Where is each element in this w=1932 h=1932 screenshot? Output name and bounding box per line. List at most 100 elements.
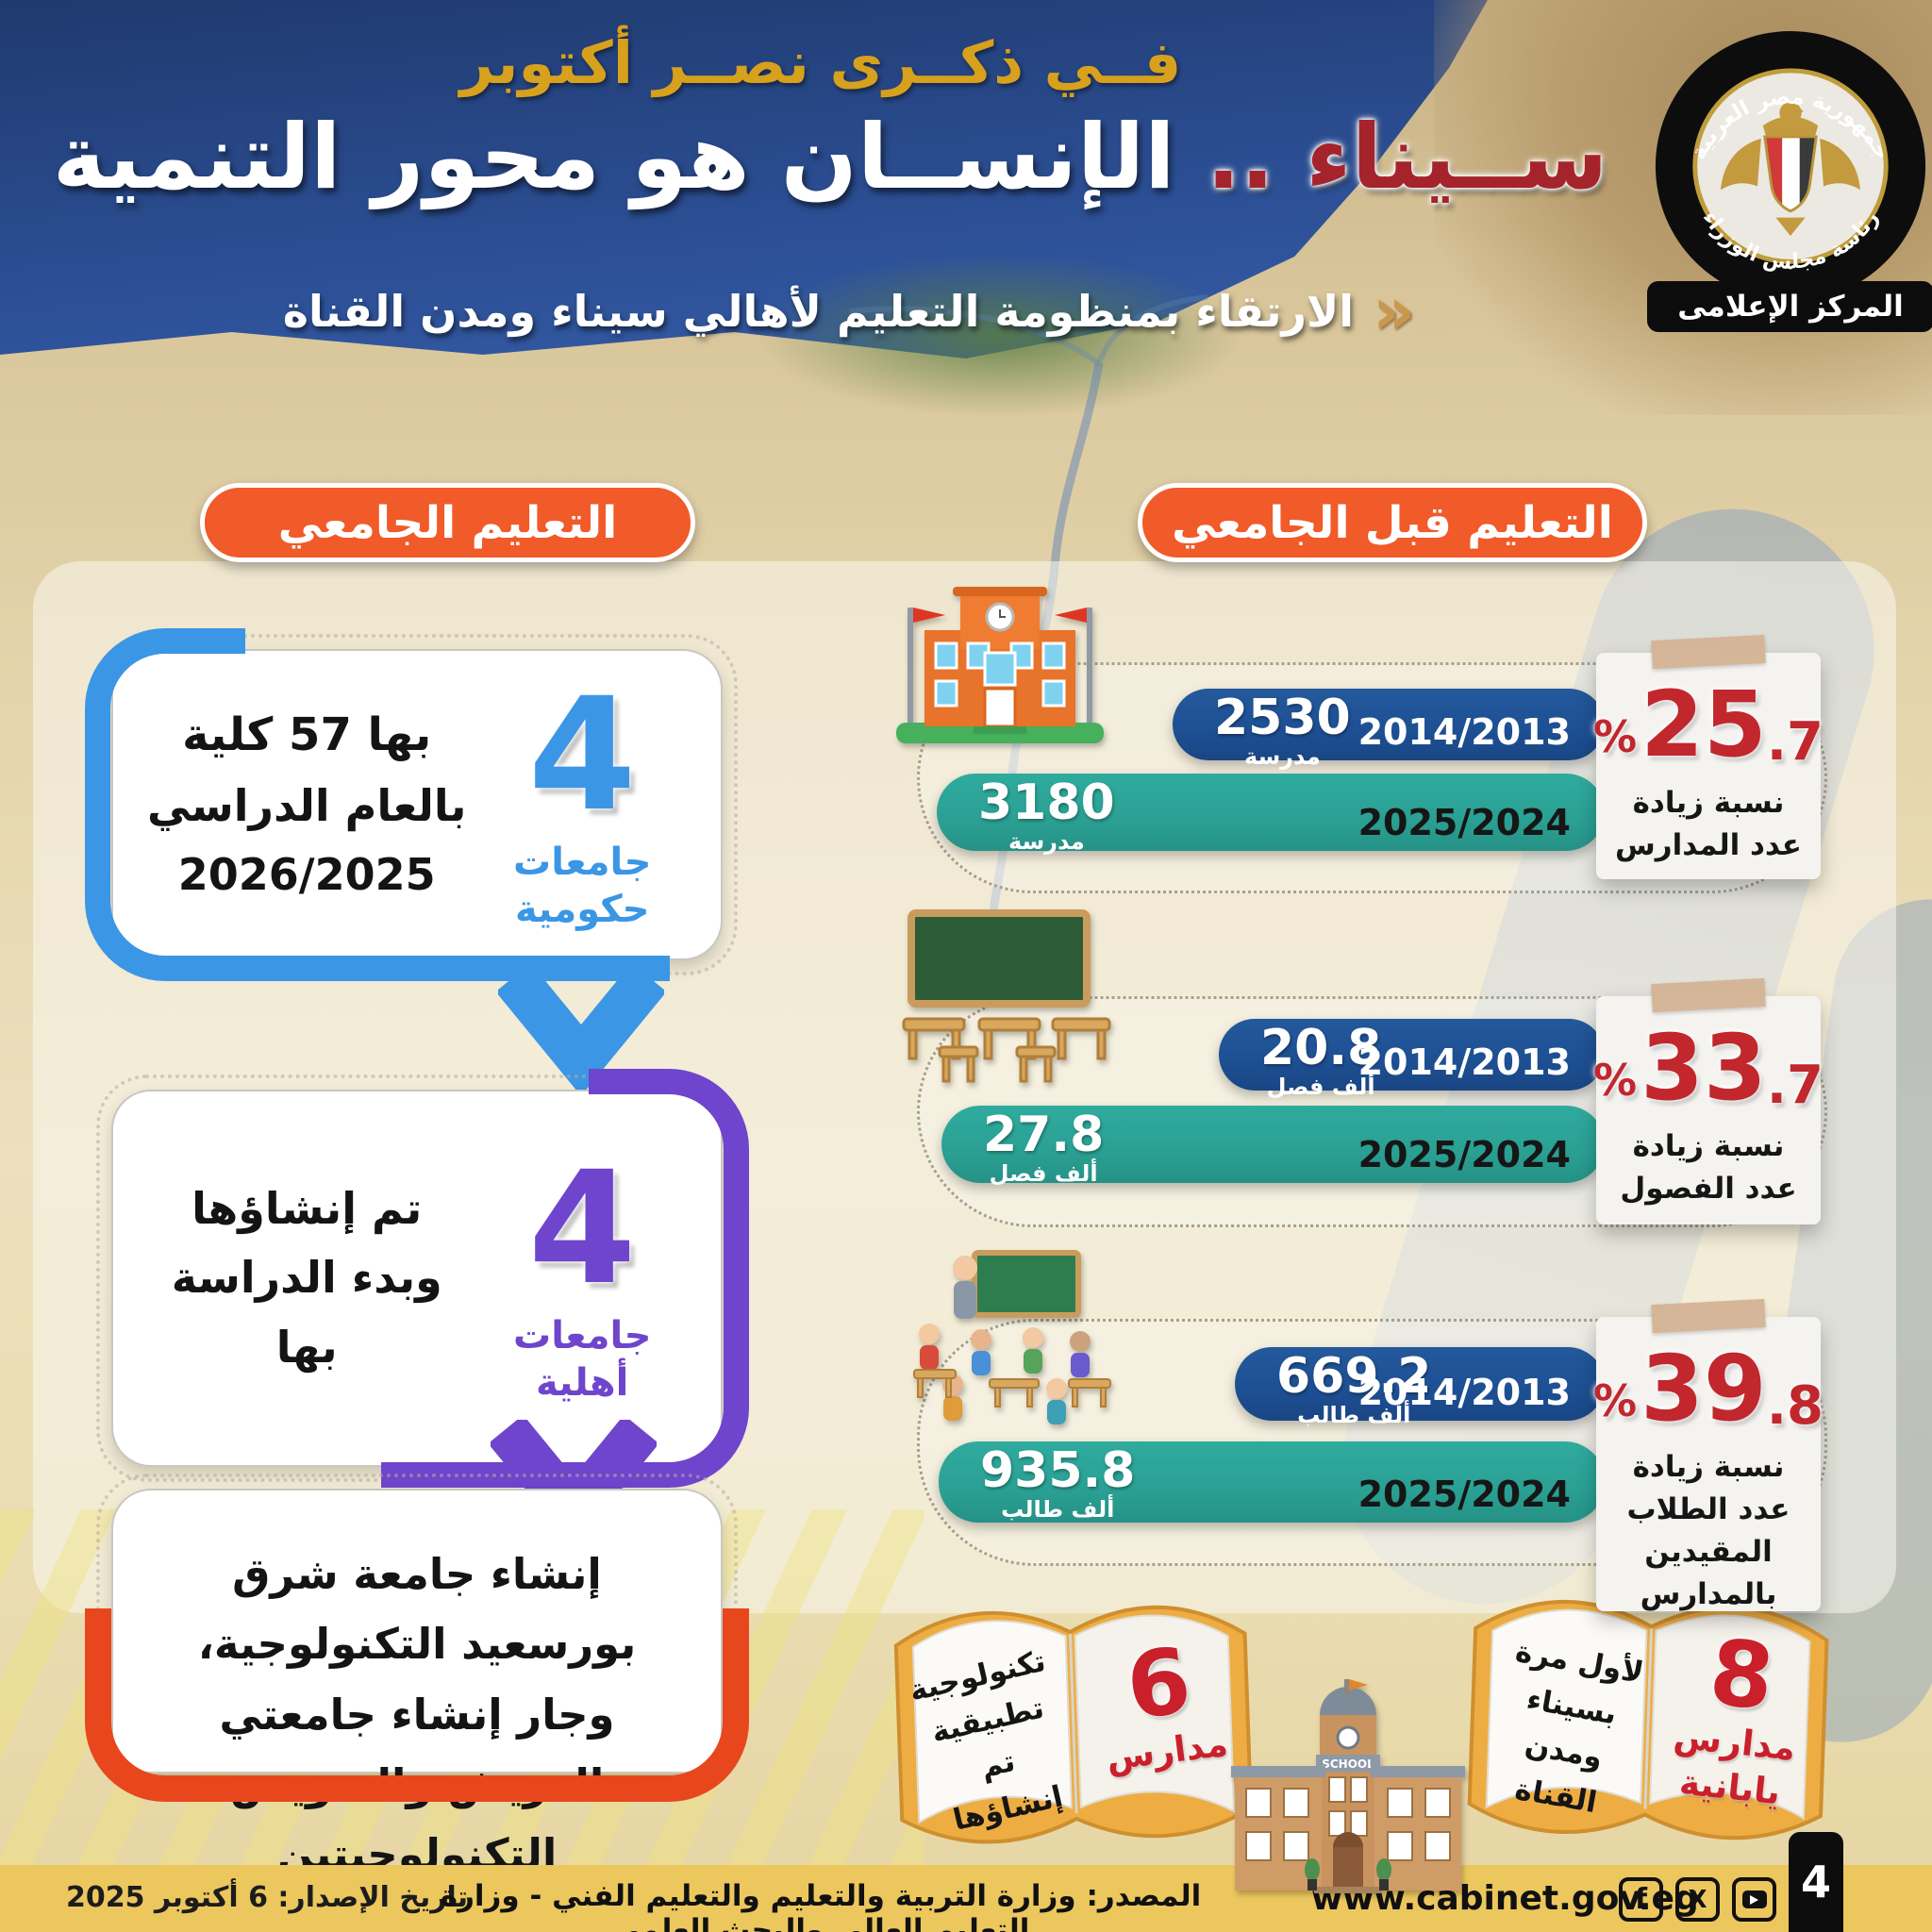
stat-desc-line2: بالعام الدراسي bbox=[147, 779, 467, 831]
kicker-title: فــي ذكــرى نصــر أكتوبر bbox=[459, 28, 1182, 97]
bar-value: 669.2 bbox=[1276, 1348, 1432, 1405]
cabinet-emblem-icon: جمهورية مصر العربية رئاسة مجلس الوزراء bbox=[1655, 31, 1926, 302]
bar-year: 2025/2024 bbox=[1357, 802, 1571, 843]
bar-year: 2025/2024 bbox=[1357, 1474, 1571, 1515]
open-book-icon bbox=[1467, 1599, 1829, 1840]
bar-unit: ألف طالب bbox=[1001, 1496, 1115, 1523]
bar-classrooms-2024: 27.8 ألف فصل 2025/2024 bbox=[941, 1106, 1605, 1187]
nile-delta-background bbox=[755, 253, 1245, 418]
bar-value: 2530 bbox=[1214, 690, 1351, 746]
bar-students-2013: 669.2 ألف طالب 2014/2013 bbox=[1235, 1347, 1605, 1427]
book-number: 6 bbox=[1121, 1627, 1197, 1740]
page-title: ســيناء .. الإنســان هو محور التنمية bbox=[0, 106, 1660, 209]
percent-dec: .8 bbox=[1766, 1375, 1824, 1437]
percent-int: 25 bbox=[1641, 672, 1767, 777]
facebook-icon[interactable]: f bbox=[1619, 1877, 1663, 1922]
note-card-classrooms: % 33 .7 نسبة زيادة عدد الفصول bbox=[1593, 977, 1824, 1224]
bar-schools-2013: 2530 مدرسة 2014/2013 bbox=[1173, 689, 1605, 769]
stat-number-block: 4 جامعات حكومية bbox=[472, 663, 692, 933]
percent-sign: % bbox=[1593, 1055, 1638, 1106]
stat-label-2: حكومية bbox=[514, 887, 650, 931]
flow-step-tech-universities: إنشاء جامعة شرق بورسعيد التكنولوجية، وجا… bbox=[85, 1474, 749, 1879]
bar-year: 2014/2013 bbox=[1357, 711, 1571, 753]
stat-label-1: جامعات bbox=[513, 1313, 652, 1357]
percent-int: 33 bbox=[1641, 1015, 1767, 1121]
source-text: المصدر: وزارة التربية والتعليم والتعليم … bbox=[440, 1879, 1202, 1932]
release-date: تاريخ الإصدار: 6 أكتوبر 2025 bbox=[66, 1881, 469, 1914]
subtitle: الارتقاء بمنظومة التعليم لأهالي سيناء وم… bbox=[282, 286, 1354, 337]
school-building-icon: SCHOOL bbox=[1231, 1679, 1465, 1893]
x-glyph: X bbox=[1688, 1885, 1707, 1914]
blue-connector bbox=[226, 956, 670, 981]
stat-label-1: جامعات bbox=[513, 840, 652, 884]
students-icon bbox=[913, 1250, 1111, 1424]
open-book-icon bbox=[893, 1605, 1254, 1844]
stat-desc-line2: وبدء الدراسة bbox=[171, 1252, 442, 1304]
percent-sign: % bbox=[1593, 1375, 1638, 1426]
stat-description: بها 57 كلية بالعام الدراسي 2026/2025 bbox=[142, 699, 472, 910]
stat-desc-line1: بها 57 كلية bbox=[182, 708, 432, 761]
stat-number: 4 bbox=[527, 1137, 637, 1319]
book-number: 8 bbox=[1705, 1619, 1779, 1731]
bar-schools-2024: 3180 مدرسة 2025/2024 bbox=[937, 774, 1605, 855]
school-sign-text: SCHOOL bbox=[1322, 1757, 1374, 1771]
note-card-schools: % 25 .7 نسبة زيادة عدد المدارس bbox=[1593, 634, 1824, 879]
facebook-glyph: f bbox=[1634, 1883, 1648, 1916]
stat-desc-line1: تم إنشاؤها bbox=[192, 1182, 423, 1234]
tape-icon bbox=[1651, 1298, 1766, 1334]
percent-sign: % bbox=[1593, 711, 1638, 762]
flow-step-government-universities: 4 جامعات حكومية بها 57 كلية بالعام الدرا… bbox=[85, 628, 738, 981]
stat-desc-line3: بها bbox=[275, 1321, 338, 1373]
bar-value: 27.8 bbox=[983, 1107, 1105, 1163]
section-pill-university: التعليم الجامعي bbox=[200, 483, 695, 562]
government-logo: جمهورية مصر العربية رئاسة مجلس الوزراء ا… bbox=[1636, 28, 1932, 368]
note-caption: نسبة زيادة عدد المدارس bbox=[1615, 786, 1802, 862]
stat-description: تم إنشاؤها وبدء الدراسة بها bbox=[142, 1174, 472, 1383]
percent-int: 39 bbox=[1641, 1336, 1767, 1441]
subtitle-row: « الارتقاء بمنظومة التعليم لأهالي سيناء … bbox=[0, 278, 1698, 344]
tape-icon bbox=[1651, 634, 1766, 670]
note-caption: نسبة زيادة عدد الطلاب المقيدين بالمدارس bbox=[1626, 1450, 1790, 1611]
bar-year: 2025/2024 bbox=[1357, 1134, 1571, 1175]
book-japanese-schools: لأول مرة بسيناء ومدن القناة 8 مدارس يابا… bbox=[1456, 1580, 1840, 1869]
book-tech-schools: تكنولوجية تطبيقية تم إنشاؤها 6 مدارس bbox=[884, 1586, 1263, 1873]
tape-icon bbox=[1651, 977, 1766, 1013]
bar-students-2024: 935.8 ألف طالب 2025/2024 bbox=[939, 1441, 1605, 1523]
bar-classrooms-2013: 20.8 ألف فصل 2014/2013 bbox=[1219, 1019, 1605, 1099]
media-center-ribbon: المركز الإعلامى bbox=[1636, 281, 1932, 332]
bar-year: 2014/2013 bbox=[1357, 1372, 1571, 1413]
bar-unit: ألف فصل bbox=[989, 1160, 1098, 1187]
stat-number-block: 4 جامعات أهلية bbox=[472, 1137, 692, 1407]
bar-value: 935.8 bbox=[980, 1442, 1136, 1499]
youtube-icon[interactable] bbox=[1732, 1877, 1776, 1922]
note-caption: نسبة زيادة عدد الفصول bbox=[1620, 1129, 1797, 1206]
bar-unit: مدرسة bbox=[1244, 743, 1321, 770]
classroom-icon bbox=[902, 909, 1111, 1083]
orange-bracket bbox=[85, 1608, 749, 1802]
stat-desc-line3: 2026/2025 bbox=[177, 849, 436, 901]
bar-value: 3180 bbox=[978, 774, 1115, 831]
bar-year: 2014/2013 bbox=[1357, 1041, 1571, 1083]
chevrons-icon: « bbox=[1372, 273, 1416, 350]
footer-band bbox=[0, 1865, 1932, 1932]
percent-dec: .7 bbox=[1766, 711, 1824, 773]
note-card-students: % 39 .8 نسبة زيادة عدد الطلاب المقيدين ب… bbox=[1593, 1298, 1824, 1611]
page-title-rest: الإنســان هو محور التنمية bbox=[52, 106, 1175, 209]
page-number: 4 bbox=[1800, 1857, 1831, 1907]
stat-label-2: أهلية bbox=[536, 1360, 629, 1405]
percent-dec: .7 bbox=[1766, 1055, 1824, 1116]
bar-value: 20.8 bbox=[1260, 1020, 1382, 1076]
bar-unit: ألف طالب bbox=[1297, 1402, 1411, 1428]
school-icon bbox=[896, 587, 1104, 743]
page-number-tab: 4 bbox=[1789, 1832, 1843, 1932]
arrow-down-blue-icon bbox=[498, 968, 664, 1096]
youtube-play-glyph bbox=[1741, 1890, 1767, 1908]
bar-unit: ألف فصل bbox=[1266, 1074, 1375, 1100]
flow-step-private-universities: 4 جامعات أهلية تم إنشاؤها وبدء الدراسة ب… bbox=[96, 1069, 749, 1488]
bar-unit: مدرسة bbox=[1008, 828, 1085, 855]
x-icon[interactable]: X bbox=[1675, 1877, 1720, 1922]
section-pill-pre-university: التعليم قبل الجامعي bbox=[1138, 483, 1647, 562]
page-title-highlight: ســيناء .. bbox=[1206, 106, 1608, 209]
stat-number: 4 bbox=[527, 663, 637, 845]
